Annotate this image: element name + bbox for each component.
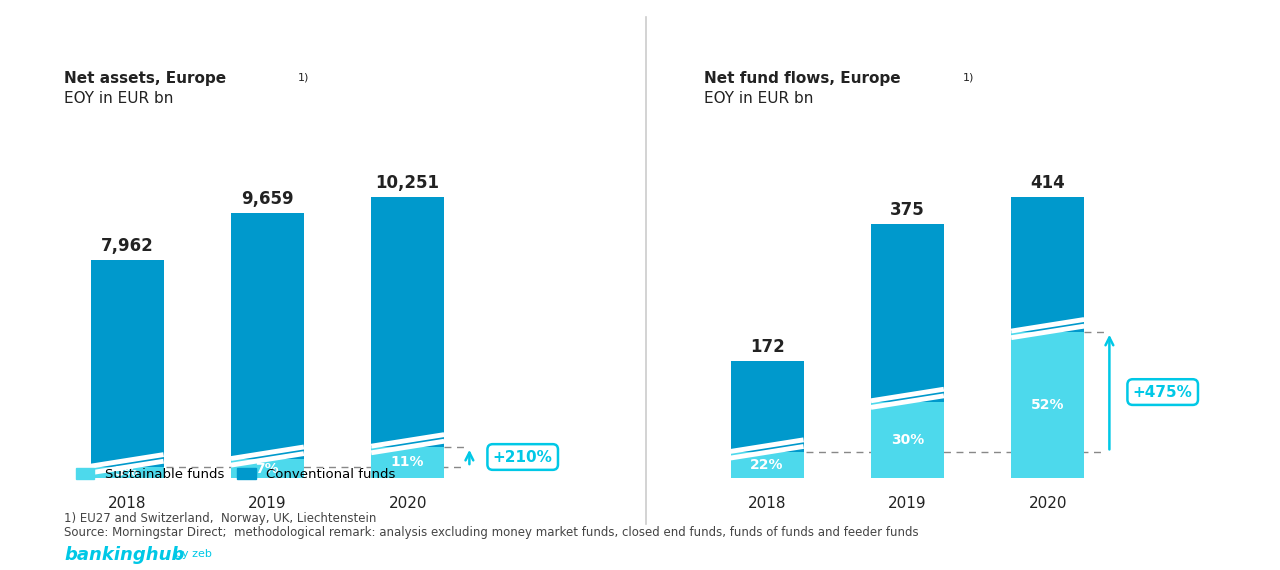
Text: 22%: 22% (750, 458, 783, 472)
Bar (91, 260, 164, 467)
Text: 375: 375 (890, 201, 924, 219)
Text: 1): 1) (298, 73, 310, 83)
Text: +210%: +210% (493, 450, 553, 465)
Bar (91, 467, 164, 478)
Text: 7%: 7% (256, 462, 279, 475)
Bar (371, 197, 444, 447)
Text: Net fund flows, Europe: Net fund flows, Europe (704, 71, 901, 85)
Text: 2020: 2020 (1028, 496, 1068, 511)
Text: +475%: +475% (1133, 385, 1193, 400)
Text: 2019: 2019 (248, 496, 287, 511)
Text: Net assets, Europe: Net assets, Europe (64, 71, 227, 85)
Text: 5%: 5% (115, 466, 140, 479)
Bar (1011, 197, 1084, 332)
Text: 414: 414 (1030, 174, 1065, 192)
Text: 1) EU27 and Switzerland,  Norway, UK, Liechtenstein: 1) EU27 and Switzerland, Norway, UK, Lie… (64, 511, 376, 524)
Bar (230, 213, 303, 459)
Text: 11%: 11% (390, 455, 425, 470)
Text: 9,659: 9,659 (241, 190, 293, 209)
Text: 52%: 52% (1030, 398, 1065, 412)
Bar (1011, 332, 1084, 478)
Legend: Sustainable funds, Conventional funds: Sustainable funds, Conventional funds (70, 463, 401, 486)
Text: bankinghub: bankinghub (64, 545, 184, 564)
Text: 172: 172 (750, 339, 785, 356)
Bar (230, 459, 303, 478)
Text: 30%: 30% (891, 433, 924, 447)
Text: 2018: 2018 (748, 496, 786, 511)
Text: 10,251: 10,251 (375, 174, 439, 192)
Text: 1): 1) (963, 73, 974, 83)
Bar (371, 447, 444, 478)
Text: 2018: 2018 (108, 496, 146, 511)
Bar (870, 402, 943, 478)
Text: EOY in EUR bn: EOY in EUR bn (64, 91, 173, 105)
Text: EOY in EUR bn: EOY in EUR bn (704, 91, 813, 105)
Bar (870, 223, 943, 402)
Text: 7,962: 7,962 (101, 237, 154, 255)
Bar (731, 361, 804, 452)
Text: 2019: 2019 (888, 496, 927, 511)
Text: Source: Morningstar Direct;  methodological remark: analysis excluding money mar: Source: Morningstar Direct; methodologic… (64, 526, 919, 539)
Text: by zeb: by zeb (175, 549, 212, 560)
Bar (731, 452, 804, 478)
Text: 2020: 2020 (388, 496, 428, 511)
